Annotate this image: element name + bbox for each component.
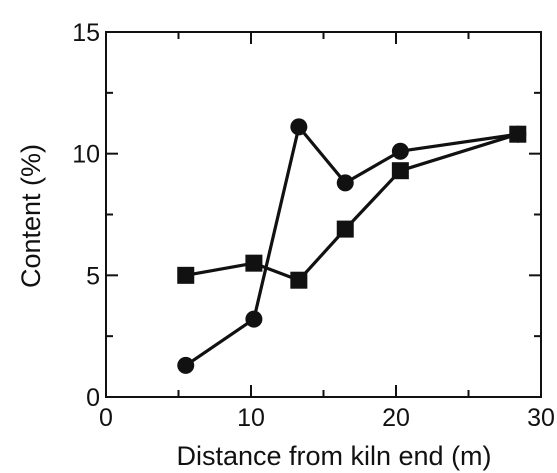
x-tick-label: 20 — [382, 404, 410, 432]
x-tick-label: 10 — [237, 404, 265, 432]
series-2-point — [336, 220, 354, 238]
series-2-point — [290, 271, 308, 289]
x-tick-label: 0 — [99, 404, 113, 432]
series-1-point — [177, 356, 195, 374]
series-1-point — [245, 310, 263, 328]
y-tick-label: 15 — [72, 19, 100, 47]
series-1-point — [336, 174, 354, 192]
series-2-point — [509, 125, 527, 143]
y-tick-label: 5 — [86, 262, 100, 290]
series-2-point — [177, 266, 195, 284]
series-2-point — [391, 162, 409, 180]
y-axis-title: Content (%) — [16, 144, 46, 288]
series-1-point — [290, 118, 308, 136]
x-axis-title: Distance from kiln end (m) — [176, 441, 491, 471]
y-tick-label: 0 — [86, 384, 100, 412]
y-tick-label: 10 — [72, 141, 100, 169]
series-1-line — [184, 125, 519, 367]
x-tick-label: 30 — [527, 404, 555, 432]
plot-frame — [105, 31, 542, 398]
axes: 0 10 20 30 0 5 10 15 — [72, 19, 555, 432]
series-2-line — [185, 132, 519, 282]
series-1-point — [391, 142, 409, 160]
series-layer — [177, 118, 527, 374]
series-2-point — [245, 254, 263, 272]
